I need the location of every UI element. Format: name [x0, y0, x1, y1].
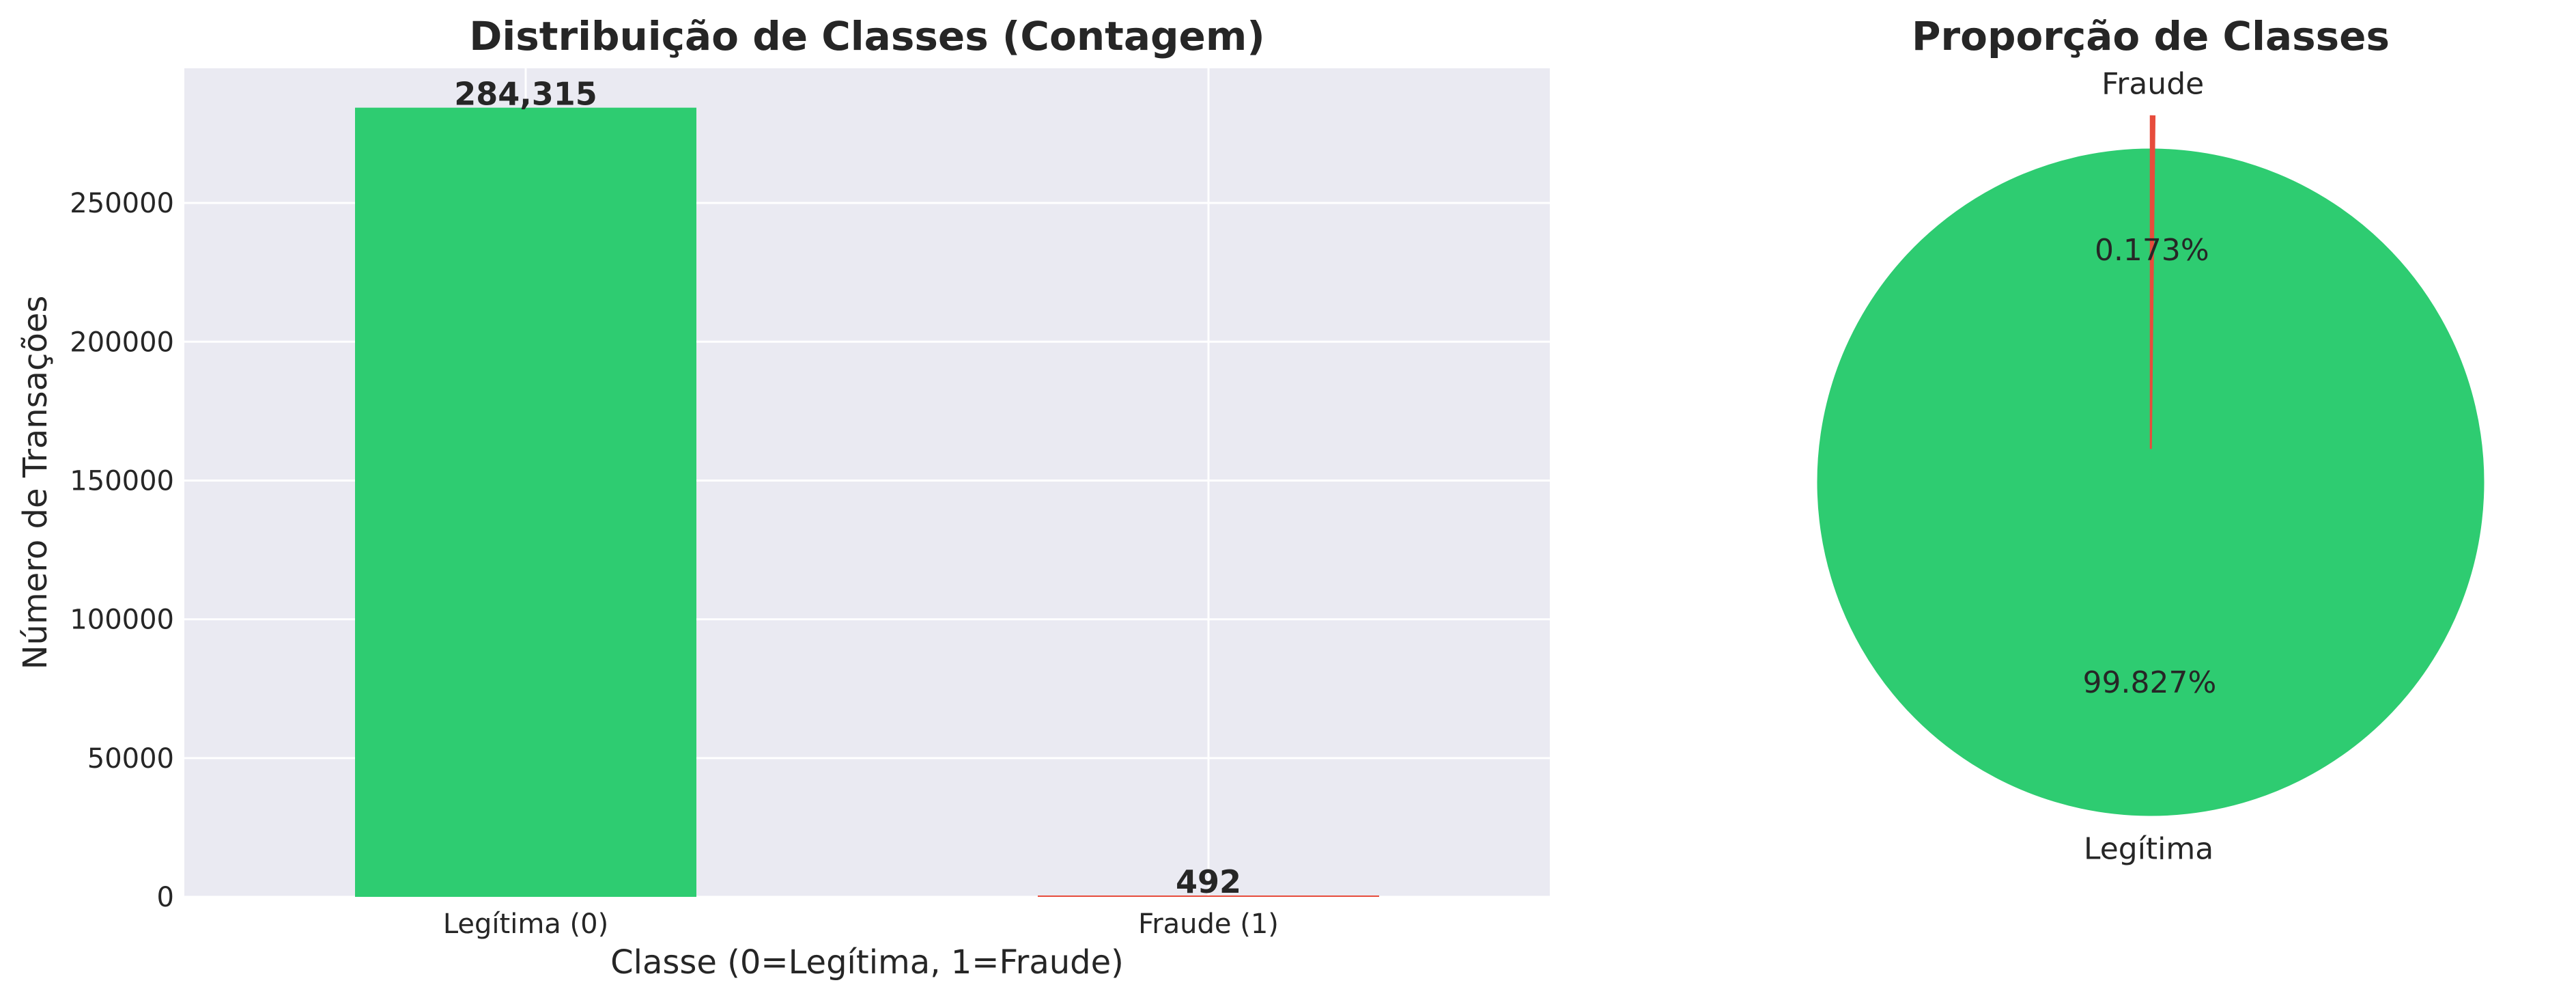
x-axis-ticks: Legítima (0) Fraude (1)	[443, 908, 1279, 940]
bar	[355, 107, 696, 897]
y-tick-label: 250000	[70, 188, 174, 219]
bar-value-label: 284,315	[454, 76, 597, 113]
x-tick-label: Legítima (0)	[443, 908, 608, 940]
pie-slice	[2149, 115, 2156, 449]
bar	[1038, 895, 1379, 897]
y-tick-label: 50000	[87, 743, 174, 775]
y-tick-label: 0	[157, 882, 174, 913]
y-tick-label: 200000	[70, 327, 174, 358]
pie-category-label: Legítima	[2084, 832, 2213, 867]
y-axis-ticks: 0 50000 100000 150000 200000 250000	[70, 188, 174, 913]
pie-chart: Proporção de Classes Legítima 99.827% Frau…	[1817, 13, 2485, 867]
bar-chart: 0 50000 100000 150000 200000 250000 Legítima …	[16, 13, 1550, 982]
pie-slices	[1817, 115, 2485, 816]
pie-slice	[1817, 148, 2485, 816]
x-axis-label: Classe (0=Legítima, 1=Fraude)	[610, 943, 1124, 982]
y-tick-label: 150000	[70, 465, 174, 497]
pie-pct-label: 0.173%	[2095, 233, 2209, 268]
y-axis-label: Número de Transações	[16, 296, 55, 670]
bar-value-labels: 284,315 492	[454, 76, 1241, 900]
bar-series	[355, 107, 1379, 897]
pie-labels: Legítima 99.827% Fraude 0.173%	[2083, 67, 2217, 867]
bar-chart-title: Distribuição de Classes (Contagem)	[469, 13, 1265, 59]
pie-category-label: Fraude	[2101, 67, 2204, 102]
x-tick-label: Fraude (1)	[1138, 908, 1279, 940]
pie-chart-title: Proporção de Classes	[1912, 13, 2390, 59]
pie-pct-label: 99.827%	[2083, 665, 2217, 700]
y-tick-label: 100000	[70, 605, 174, 636]
bar-value-label: 492	[1176, 863, 1241, 900]
